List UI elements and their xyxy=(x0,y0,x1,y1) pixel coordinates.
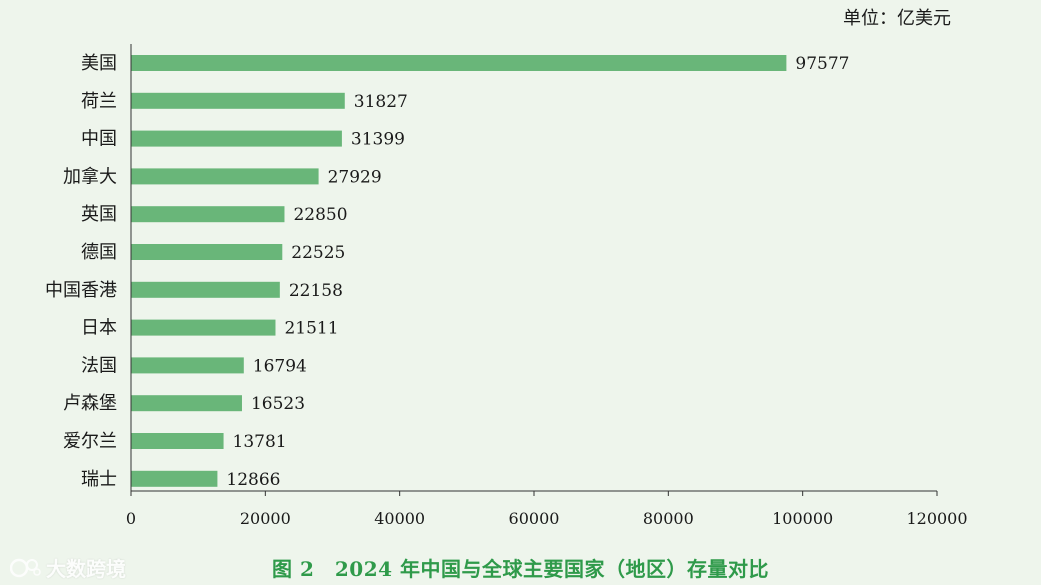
category-label: 加拿大 xyxy=(63,165,117,187)
category-label: 卢森堡 xyxy=(63,393,117,414)
bar-chart: 单位：亿美元 美国 97577 荷兰 31827 中国 31399 加拿大 27929 英国 22… xyxy=(45,8,968,528)
category-label: 瑞士 xyxy=(81,469,117,490)
category-label: 法国 xyxy=(81,355,117,376)
category-label: 英国 xyxy=(81,204,117,225)
bar xyxy=(131,395,242,412)
category-label: 日本 xyxy=(81,318,117,339)
bar xyxy=(131,470,218,487)
value-label: 27929 xyxy=(328,167,382,187)
x-tick-label: 100000 xyxy=(772,509,833,528)
value-label: 97577 xyxy=(795,54,849,74)
category-label: 德国 xyxy=(81,242,117,263)
value-label: 31399 xyxy=(351,130,405,150)
value-label: 12866 xyxy=(226,470,280,490)
bar xyxy=(131,206,285,223)
category-label: 美国 xyxy=(81,53,117,74)
x-tick-label: 0 xyxy=(126,509,136,528)
watermark: 大数跨境 xyxy=(10,553,126,582)
bars-group: 美国 97577 荷兰 31827 中国 31399 加拿大 27929 英国 22850 德国 22… xyxy=(45,53,849,490)
bar xyxy=(131,244,283,260)
bar xyxy=(131,92,345,109)
category-label: 荷兰 xyxy=(81,91,117,112)
value-label: 16523 xyxy=(251,394,305,414)
category-label: 中国 xyxy=(81,129,117,150)
value-label: 22158 xyxy=(289,281,343,301)
category-label: 中国香港 xyxy=(45,280,117,301)
watermark-text: 大数跨境 xyxy=(46,557,126,581)
bar xyxy=(131,433,224,449)
bar xyxy=(131,281,280,298)
x-tick-label: 40000 xyxy=(374,509,425,528)
x-tick-label: 120000 xyxy=(906,509,967,528)
brand-logo-icon xyxy=(10,558,41,578)
x-tick-label: 80000 xyxy=(643,509,694,528)
category-label: 爱尔兰 xyxy=(63,431,117,452)
bar xyxy=(131,319,276,336)
x-tick-label: 20000 xyxy=(240,509,291,528)
value-label: 22850 xyxy=(293,205,347,225)
axes-group: 0 20000 40000 60000 80000 100000 120000 xyxy=(126,44,968,528)
bar xyxy=(131,55,787,71)
bar xyxy=(131,357,244,374)
value-label: 16794 xyxy=(253,356,307,376)
figure-caption: 图 2 2024 年中国与全球主要国家（地区）存量对比 xyxy=(271,557,769,581)
value-label: 21511 xyxy=(284,319,338,339)
x-tick-label: 60000 xyxy=(509,509,560,528)
bar xyxy=(131,130,342,147)
value-label: 22525 xyxy=(291,243,345,263)
unit-label: 单位：亿美元 xyxy=(843,8,951,29)
value-label: 13781 xyxy=(233,432,287,452)
bar xyxy=(131,168,319,185)
value-label: 31827 xyxy=(354,92,408,112)
